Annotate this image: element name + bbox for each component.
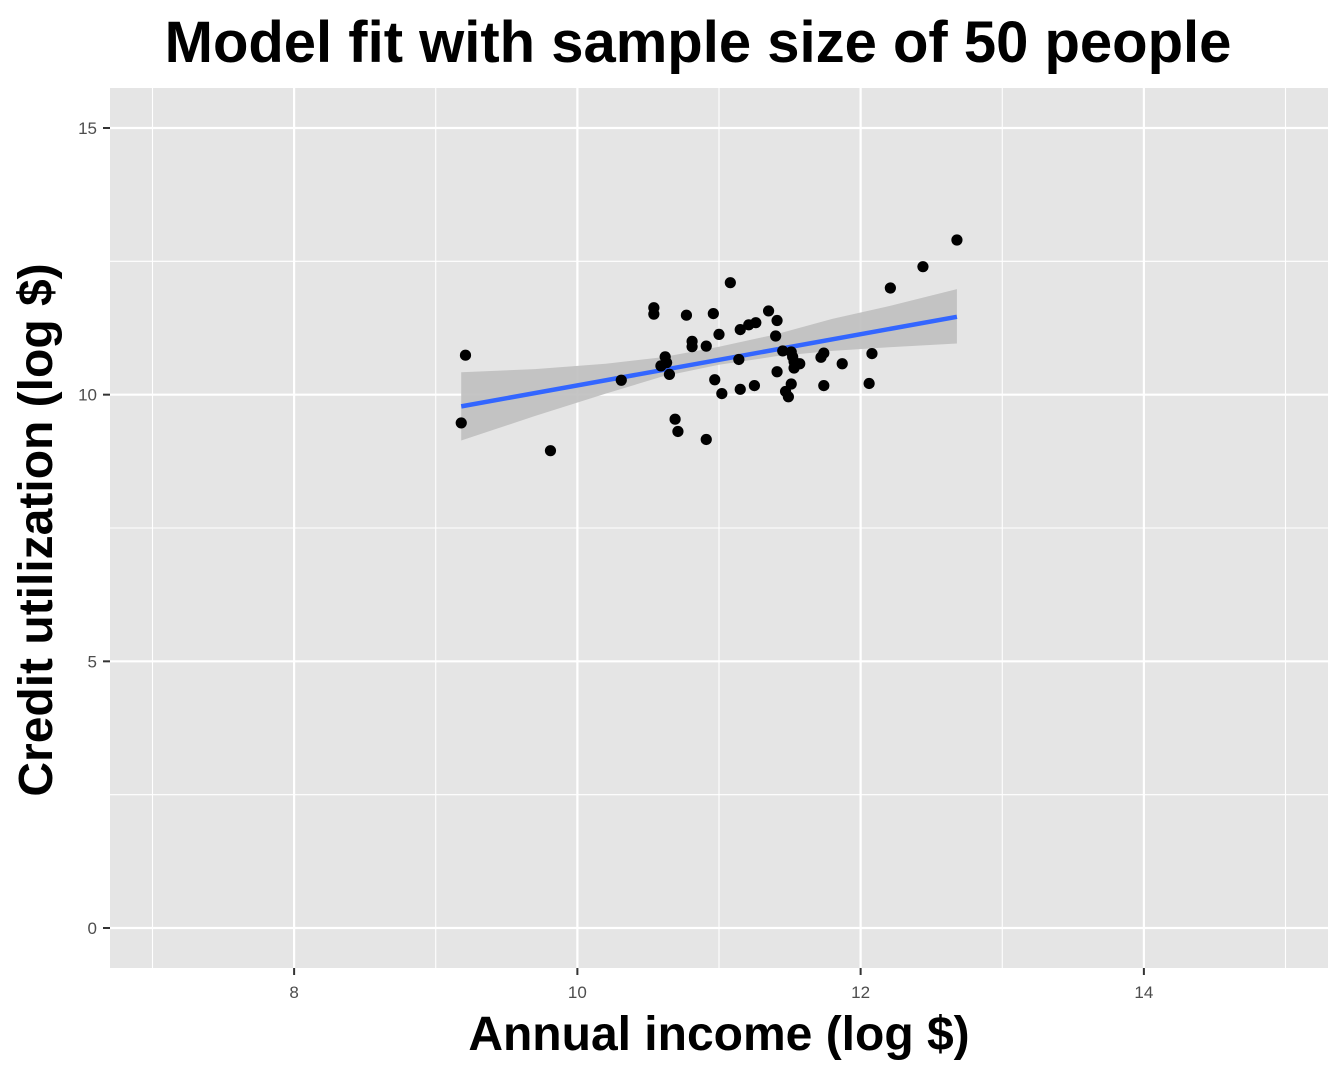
data-point: [724, 277, 736, 289]
data-point: [917, 261, 929, 273]
data-point: [544, 445, 557, 457]
data-point: [660, 357, 673, 369]
data-point: [863, 377, 875, 390]
fit-line: [460, 314, 958, 409]
x-tick-label: 8: [289, 983, 298, 1002]
data-point: [648, 308, 660, 320]
x-tick-label: 10: [568, 983, 587, 1002]
data-point: [709, 374, 721, 386]
chart-title: Model fit with sample size of 50 people: [165, 10, 1232, 75]
data-point: [672, 425, 684, 438]
data-point: [669, 413, 681, 425]
data-point: [866, 348, 878, 360]
data-point: [771, 366, 783, 378]
data-point: [785, 346, 797, 358]
data-point: [707, 308, 719, 320]
data-point: [459, 349, 472, 361]
data-point: [771, 314, 783, 327]
data-point: [663, 368, 676, 380]
data-point: [748, 380, 761, 392]
data-point: [700, 340, 712, 352]
data-point: [884, 282, 896, 294]
y-tick-label: 5: [88, 652, 97, 671]
y-axis: 0 5 10 15: [78, 119, 110, 938]
data-point: [700, 433, 712, 446]
data-point: [785, 378, 797, 390]
data-point: [455, 417, 467, 429]
x-axis: 8 10 12 14: [289, 968, 1153, 1002]
data-point: [713, 328, 725, 340]
y-axis-title: Credit utilization (log $): [10, 263, 63, 796]
data-point: [733, 353, 745, 366]
x-tick-label: 14: [1134, 983, 1153, 1002]
confidence-band-layer: [461, 289, 957, 441]
data-point: [777, 345, 789, 357]
data-point: [680, 309, 693, 321]
data-point: [734, 383, 746, 395]
data-point: [716, 388, 728, 400]
data-point: [750, 317, 762, 329]
data-point: [951, 234, 963, 246]
fit-line-layer: [460, 314, 958, 409]
data-point: [615, 374, 627, 386]
data-point: [782, 391, 794, 403]
data-point: [818, 347, 830, 359]
data-point: [836, 358, 848, 370]
data-points: [455, 234, 963, 457]
data-point: [734, 324, 746, 336]
confidence-band: [461, 289, 957, 441]
y-tick-label: 10: [78, 386, 97, 405]
y-tick-label: 0: [88, 919, 97, 938]
y-tick-label: 15: [78, 119, 97, 138]
data-point: [770, 330, 782, 342]
minor-gridlines: [110, 88, 1328, 968]
x-axis-title: Annual income (log $): [468, 1008, 969, 1061]
x-tick-label: 12: [851, 983, 870, 1002]
data-point: [762, 305, 775, 317]
data-point: [788, 356, 800, 368]
data-point: [686, 341, 698, 353]
data-point: [818, 380, 830, 392]
